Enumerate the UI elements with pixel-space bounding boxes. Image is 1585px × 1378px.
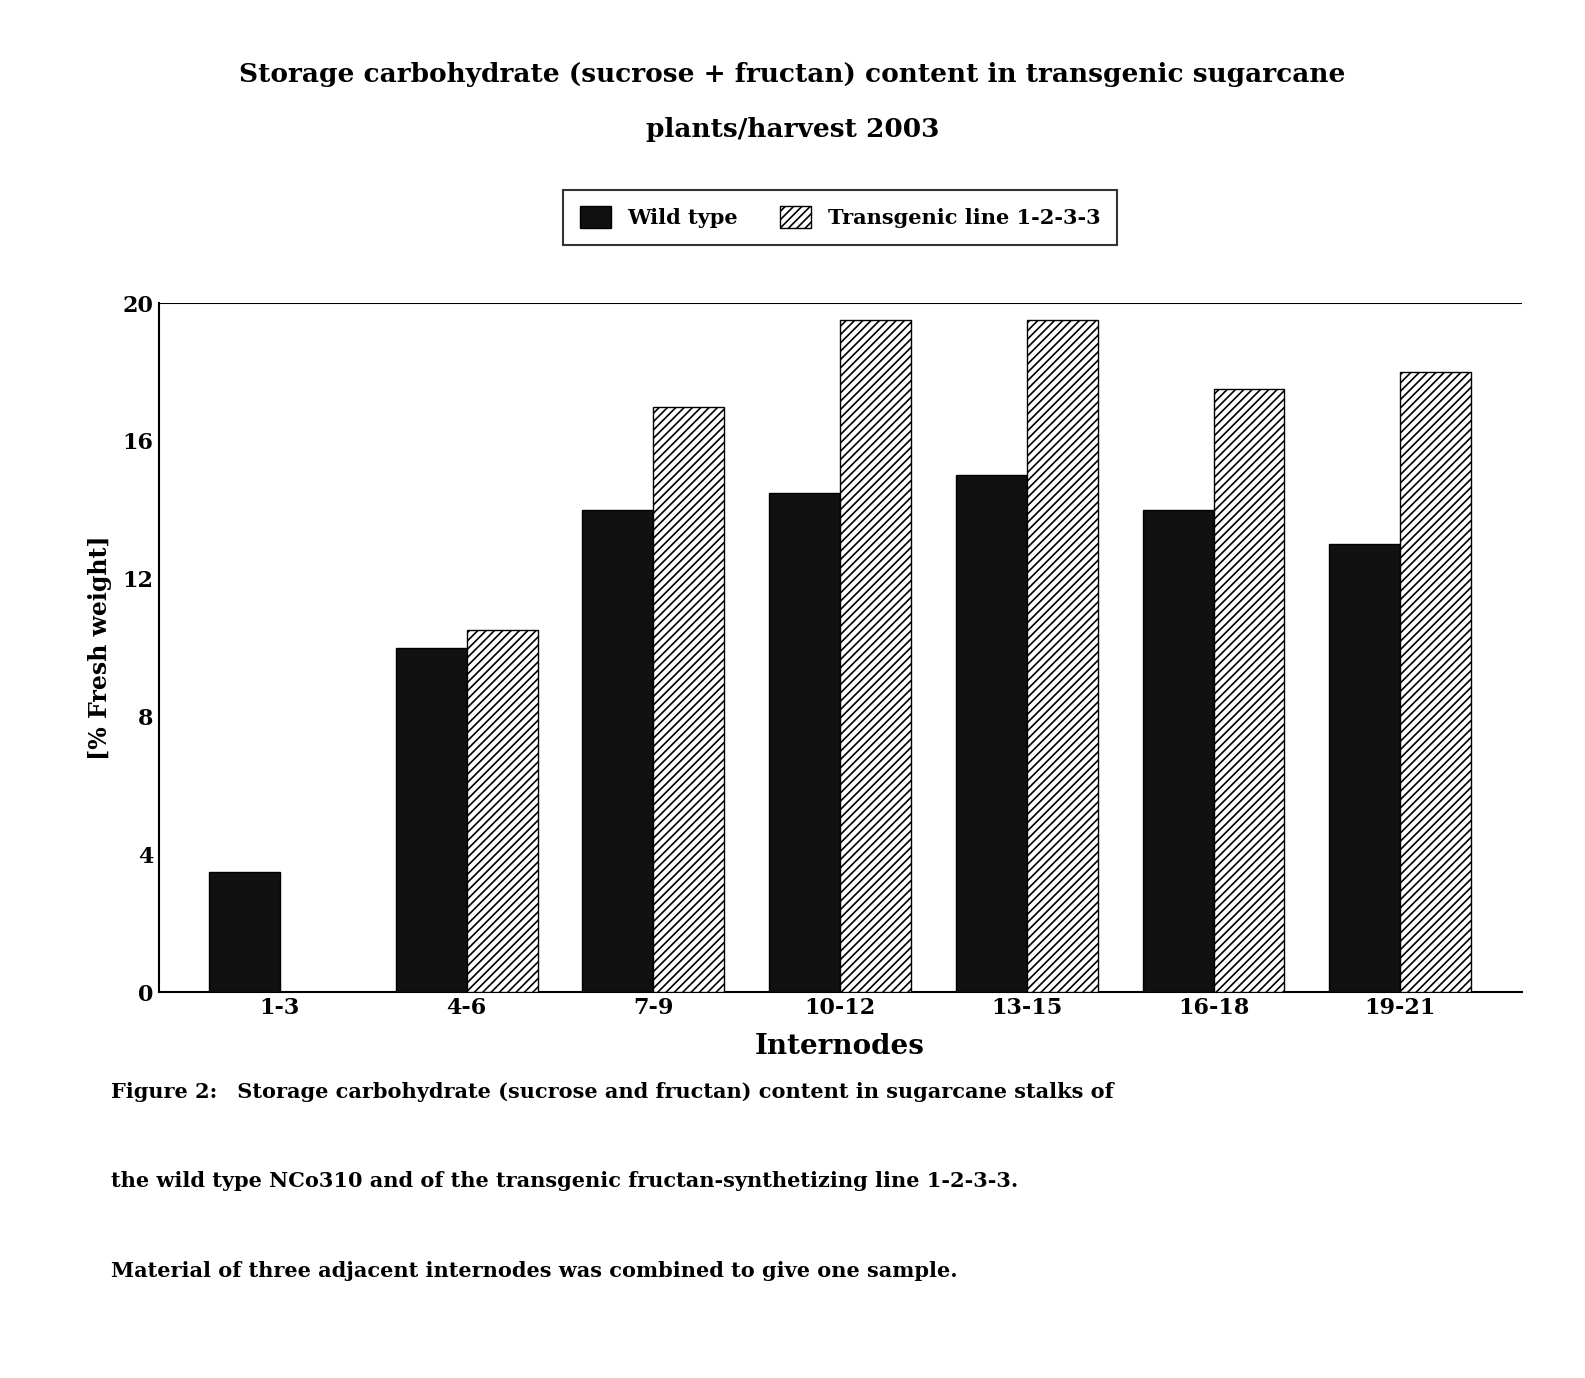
- Text: Material of three adjacent internodes was combined to give one sample.: Material of three adjacent internodes wa…: [111, 1261, 957, 1282]
- Text: Figure 2:: Figure 2:: [111, 1082, 217, 1102]
- Text: plants/harvest 2003: plants/harvest 2003: [645, 117, 940, 142]
- Bar: [1214, 389, 1284, 992]
- Bar: [466, 631, 537, 992]
- Bar: [209, 871, 281, 992]
- Bar: [1400, 372, 1471, 992]
- Text: the wild type NCo310 and of the transgenic fructan-synthetizing line 1-2-3-3.: the wild type NCo310 and of the transgen…: [111, 1171, 1018, 1192]
- Bar: [582, 510, 653, 992]
- Legend: Wild type, Transgenic line 1-2-3-3: Wild type, Transgenic line 1-2-3-3: [563, 190, 1117, 245]
- Text: Storage carbohydrate (sucrose + fructan) content in transgenic sugarcane: Storage carbohydrate (sucrose + fructan)…: [239, 62, 1346, 87]
- Text: Storage carbohydrate (sucrose and fructan) content in sugarcane stalks of: Storage carbohydrate (sucrose and fructa…: [230, 1082, 1113, 1102]
- Bar: [396, 648, 466, 992]
- Bar: [769, 492, 840, 992]
- Bar: [1330, 544, 1400, 992]
- Y-axis label: [% Fresh weight]: [% Fresh weight]: [87, 535, 111, 761]
- Bar: [653, 407, 724, 992]
- Bar: [1027, 320, 1098, 992]
- X-axis label: Internodes: Internodes: [754, 1034, 926, 1060]
- Bar: [1143, 510, 1214, 992]
- Bar: [956, 475, 1027, 992]
- Bar: [840, 320, 911, 992]
